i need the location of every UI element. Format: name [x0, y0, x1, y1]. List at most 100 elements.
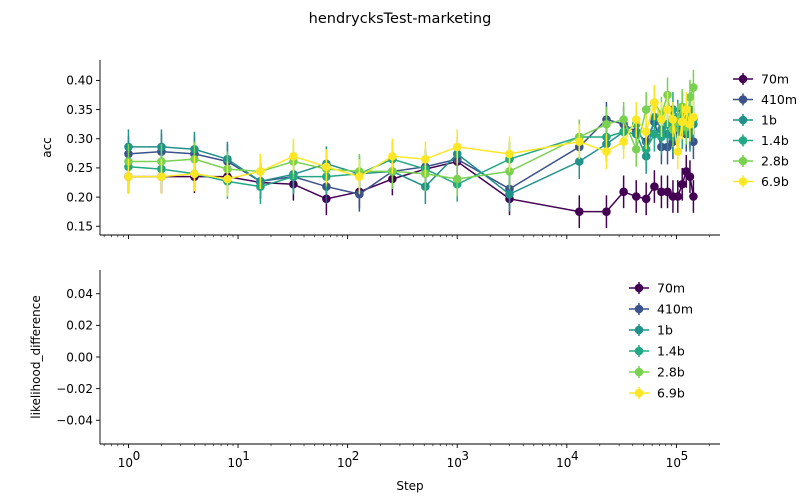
legend-marker [738, 115, 748, 125]
data-point [685, 119, 695, 129]
data-point [289, 151, 298, 161]
y-tick-label: 0.25 [66, 161, 93, 175]
legend-marker [634, 304, 644, 314]
x-tick-exponent: 2 [352, 449, 360, 463]
legend-label: 1b [761, 113, 777, 128]
y-tick-label: 0.02 [66, 319, 93, 333]
chart-title: hendrycksTest-marketing [309, 11, 492, 27]
x-tick-exponent: 0 [133, 449, 141, 463]
data-point [505, 149, 514, 159]
legend-marker [634, 346, 644, 356]
data-point [388, 151, 397, 161]
legend-label: 410m [761, 92, 797, 107]
acc-panel: acc 0.15 0.20 0.25 0.30 0.35 0.40 70m 410m 1b 1.4… [40, 60, 797, 239]
data-point [619, 187, 628, 197]
legend-label: 70m [657, 281, 685, 296]
x-axis-label: Step [396, 479, 423, 493]
data-point [631, 192, 641, 201]
data-point [602, 147, 611, 156]
data-point [256, 167, 265, 176]
x-tick-label: 10 [337, 456, 352, 470]
y-tick-label: 0.15 [66, 220, 93, 234]
data-point [574, 207, 584, 216]
legend-label: 410m [657, 302, 693, 317]
data-point [673, 192, 683, 201]
x-tick-label: 10 [666, 456, 681, 470]
legend: 70m 410m 1b 1.4b 2.8b 6.9b [733, 72, 797, 189]
data-point [631, 115, 641, 124]
legend-marker [634, 325, 644, 335]
series-1b [124, 92, 698, 212]
legend-marker [738, 136, 748, 145]
x-tick-label: 10 [447, 456, 462, 470]
series-line [128, 117, 695, 195]
likelihood-difference-panel: likelihood_difference −0.04 −0.02 0.00 0.02… [29, 270, 720, 470]
data-point [574, 137, 584, 146]
data-point [190, 169, 199, 179]
x-tick-label: 10 [227, 456, 242, 470]
legend-marker [738, 177, 748, 186]
data-point [663, 105, 672, 114]
legend-label: 6.9b [761, 174, 789, 189]
legend-label: 1.4b [761, 133, 789, 148]
data-point [641, 105, 651, 114]
y-tick-label: 0.04 [66, 287, 93, 301]
likelihood-difference-y-axis-label: likelihood_difference [29, 295, 43, 418]
data-point [689, 112, 698, 122]
y-tick-label: −0.04 [56, 414, 93, 428]
y-tick-label: −0.02 [56, 382, 93, 396]
y-tick-label: 0.35 [66, 103, 93, 117]
data-point [452, 174, 462, 184]
data-point [619, 137, 628, 146]
legend-marker [738, 74, 748, 84]
data-point [650, 182, 659, 191]
data-point [657, 115, 666, 124]
legend-marker [634, 367, 644, 377]
legend-marker [634, 283, 644, 293]
data-point [677, 117, 687, 127]
data-point [689, 83, 698, 92]
legend-label: 1.4b [657, 344, 685, 359]
data-point [619, 115, 628, 124]
y-tick-label: 0.40 [66, 74, 93, 88]
data-point [641, 194, 651, 204]
x-tick-exponent: 4 [571, 449, 579, 463]
series-line [128, 100, 695, 180]
x-tick-exponent: 5 [681, 449, 689, 463]
series-6.9b [124, 85, 698, 197]
data-point [602, 119, 611, 129]
data-point [650, 129, 659, 139]
data-point [641, 127, 651, 137]
legend-label: 6.9b [657, 386, 685, 401]
y-tick-label: 0.00 [66, 350, 93, 364]
data-point [421, 154, 430, 164]
data-point [650, 98, 659, 107]
data-point [668, 115, 678, 124]
data-point [681, 105, 691, 114]
legend: 70m 410m 1b 1.4b 2.8b 6.9b [629, 281, 693, 401]
series-410m [124, 102, 698, 212]
x-tick-label: 10 [118, 456, 133, 470]
legend-label: 2.8b [657, 365, 685, 380]
data-point [157, 172, 166, 181]
data-point [124, 172, 133, 181]
legend-label: 2.8b [761, 154, 789, 169]
data-point [689, 192, 698, 201]
data-point [677, 179, 687, 189]
data-point [657, 187, 666, 197]
x-tick-exponent: 3 [461, 449, 469, 463]
data-point [631, 144, 641, 154]
data-point [505, 189, 514, 199]
y-tick-label: 0.30 [66, 132, 93, 146]
legend-label: 70m [761, 72, 789, 87]
legend-marker [738, 156, 748, 166]
x-tick-label: 10 [556, 456, 571, 470]
legend-label: 1b [657, 323, 673, 338]
acc-y-axis-label: acc [40, 137, 54, 158]
legend-marker [738, 95, 748, 104]
legend-marker [634, 388, 644, 398]
y-tick-label: 0.20 [66, 190, 93, 204]
data-point [685, 172, 695, 181]
